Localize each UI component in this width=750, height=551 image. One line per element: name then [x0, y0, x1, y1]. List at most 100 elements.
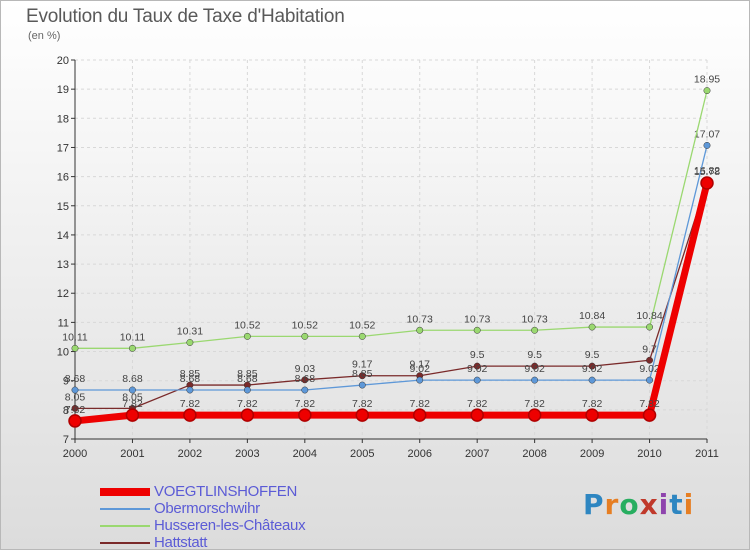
data-label-hattstatt: 8.85 — [180, 368, 201, 380]
data-point-obermorschwihr — [129, 386, 136, 394]
data-point-obermorschwihr — [301, 386, 309, 394]
data-point-obermorschwihr — [703, 141, 711, 149]
data-label-hattstatt: 9.5 — [527, 349, 542, 361]
data-label-hattstatt: 9.03 — [295, 363, 316, 375]
x-tick-label: 2011 — [695, 448, 719, 460]
logo-letter: P — [583, 488, 605, 521]
legend-swatch-husseren — [100, 525, 150, 527]
proxiti-logo: Proxiti — [583, 488, 694, 521]
data-point-hattstatt — [358, 372, 366, 380]
legend-swatch-obermorschwihr — [100, 508, 150, 510]
data-point-husseren-les-ch-teaux — [129, 344, 136, 352]
data-point-husseren-les-ch-teaux — [243, 332, 251, 340]
logo-letter: r — [604, 488, 620, 521]
series-line-husseren-les-ch-teaux — [75, 90, 708, 349]
data-point-husseren-les-ch-teaux — [358, 332, 366, 340]
y-tick-label: 10 — [57, 347, 69, 359]
x-tick-label: 2003 — [235, 448, 259, 460]
y-tick-label: 11 — [58, 317, 69, 329]
data-label-voegtlinshoffen: 7.82 — [352, 398, 373, 410]
data-label-obermorschwihr: 8.68 — [65, 373, 86, 385]
x-tick-label: 2008 — [522, 448, 546, 460]
data-point-hattstatt — [531, 362, 539, 370]
data-label-obermorschwihr: 9.02 — [582, 363, 603, 375]
data-point-obermorschwihr — [646, 376, 653, 384]
data-label-obermorschwihr: 9.02 — [410, 363, 431, 375]
data-label-hattstatt: 9.17 — [352, 359, 373, 371]
data-label-obermorschwihr: 8.68 — [237, 373, 258, 385]
data-label-voegtlinshoffen: 7.82 — [237, 398, 258, 410]
data-label-husseren-les-ch-teaux: 10.11 — [120, 331, 146, 343]
logo-letter: o — [619, 488, 640, 521]
data-label-obermorschwihr: 9.02 — [639, 363, 660, 375]
data-point-voegtlinshoffen — [585, 408, 599, 422]
data-point-hattstatt — [588, 362, 596, 370]
y-tick-label: 16 — [57, 172, 69, 184]
data-label-voegtlinshoffen: 7.82 — [180, 398, 201, 410]
x-tick-label: 2006 — [407, 448, 431, 460]
y-tick-label: 19 — [57, 84, 69, 96]
data-point-voegtlinshoffen — [527, 408, 542, 422]
data-label-hattstatt: 8.05 — [65, 391, 86, 403]
x-tick-label: 2001 — [120, 448, 144, 460]
data-point-voegtlinshoffen — [412, 408, 427, 422]
y-tick-label: 7 — [63, 434, 69, 446]
y-tick-label: 8 — [63, 405, 69, 417]
data-label-obermorschwihr: 8.68 — [180, 373, 201, 385]
data-label-obermorschwihr: 17.07 — [694, 128, 720, 140]
data-label-husseren-les-ch-teaux: 10.73 — [407, 313, 433, 325]
y-tick-label: 20 — [57, 55, 69, 67]
logo-letter: t — [669, 488, 684, 521]
data-point-voegtlinshoffen — [68, 414, 82, 428]
data-label-husseren-les-ch-teaux: 18.95 — [694, 74, 720, 86]
data-label-husseren-les-ch-teaux: 10.11 — [62, 331, 88, 343]
series-line-voegtlinshoffen — [74, 182, 711, 425]
legend-label-voegtlinshoffen: VOEGTLINSHOFFEN — [154, 483, 298, 500]
x-tick-label: 2005 — [350, 448, 374, 460]
data-label-obermorschwihr: 8.68 — [122, 373, 143, 385]
series-line-obermorschwihr — [75, 145, 708, 391]
legend-label-hattstatt: Hattstatt — [154, 534, 208, 551]
x-tick-label: 2002 — [178, 448, 202, 460]
y-tick-label: 17 — [57, 142, 69, 154]
y-tick-label: 15 — [57, 201, 69, 213]
data-point-hattstatt — [71, 404, 79, 412]
data-label-husseren-les-ch-teaux: 10.31 — [177, 326, 203, 338]
data-point-obermorschwihr — [473, 376, 481, 384]
chart-subtitle: (en %) — [28, 30, 61, 42]
data-point-obermorschwihr — [531, 376, 539, 384]
data-label-hattstatt: 9.7 — [642, 343, 657, 355]
x-tick-label: 2007 — [465, 448, 489, 460]
chart-title: Evolution du Taux de Taxe d'Habitation — [26, 6, 345, 27]
data-label-voegtlinshoffen: 7.82 — [582, 398, 603, 410]
data-label-voegtlinshoffen: 7.82 — [639, 398, 660, 410]
data-label-obermorschwihr: 8.85 — [352, 368, 373, 380]
data-label-husseren-les-ch-teaux: 10.73 — [521, 313, 547, 325]
logo-letter: x — [639, 488, 659, 521]
data-point-husseren-les-ch-teaux — [588, 323, 596, 331]
data-point-hattstatt — [473, 362, 481, 370]
data-label-obermorschwihr: 9.02 — [524, 363, 545, 375]
data-point-husseren-les-ch-teaux — [301, 332, 309, 340]
data-label-husseren-les-ch-teaux: 10.52 — [349, 319, 375, 331]
data-label-obermorschwihr: 9.02 — [467, 363, 488, 375]
data-point-voegtlinshoffen — [183, 408, 197, 422]
data-label-voegtlinshoffen: 7.62 — [65, 404, 86, 416]
data-point-voegtlinshoffen — [125, 408, 140, 422]
data-point-voegtlinshoffen — [240, 408, 255, 422]
data-label-voegtlinshoffen: 7.82 — [122, 398, 143, 410]
data-label-voegtlinshoffen: 7.82 — [295, 398, 316, 410]
data-point-husseren-les-ch-teaux — [71, 344, 79, 352]
data-label-hattstatt: 9.5 — [585, 349, 600, 361]
data-label-hattstatt: 8.05 — [122, 391, 143, 403]
data-label-husseren-les-ch-teaux: 10.84 — [636, 310, 662, 322]
data-point-voegtlinshoffen — [470, 408, 484, 422]
data-point-obermorschwihr — [588, 376, 596, 384]
data-point-husseren-les-ch-teaux — [416, 326, 424, 334]
x-tick-label: 2004 — [293, 448, 317, 460]
data-point-husseren-les-ch-teaux — [703, 87, 711, 95]
y-tick-label: 18 — [57, 113, 69, 125]
series-line-hattstatt — [75, 181, 708, 410]
data-point-voegtlinshoffen — [700, 176, 714, 190]
data-point-hattstatt — [646, 356, 653, 364]
